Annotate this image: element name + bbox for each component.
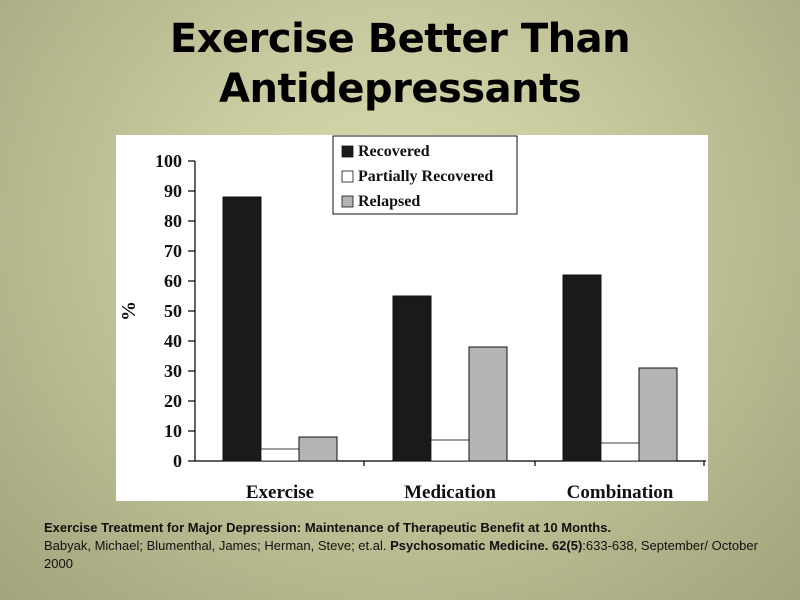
y-tick-label: 90 [164, 181, 182, 201]
y-tick-label: 0 [173, 451, 182, 471]
legend-label: Recovered [358, 143, 430, 160]
citation-authors: Babyak, Michael; Blumenthal, James; Herm… [44, 538, 391, 553]
bar-partially-recovered-exercise [260, 448, 300, 462]
bar-relapsed-exercise [298, 436, 338, 462]
y-tick-label: 40 [164, 331, 182, 351]
slide-title-line-2: Antidepressants [218, 66, 582, 112]
bar-relapsed-medication [468, 346, 508, 462]
y-tick-label: 80 [164, 211, 182, 231]
legend-label: Relapsed [358, 193, 420, 210]
slide-title: Exercise Better Than Antidepressants [0, 14, 800, 114]
bar-recovered-medication [392, 295, 432, 462]
citation: Exercise Treatment for Major Depression:… [44, 519, 784, 573]
bar-chart: 0 10 20 30 40 50 60 70 80 90 100% Exercise Medicatio… [118, 135, 706, 501]
chart-legend: Recovered Partially Recovered Relapsed [332, 135, 518, 215]
citation-title: Exercise Treatment for Major Depression:… [44, 520, 612, 535]
legend-box [332, 135, 518, 215]
bar-partially-recovered-medication [430, 439, 470, 462]
y-tick-label: 100 [155, 151, 182, 171]
x-tick-label: Medication [404, 482, 496, 501]
chart-panel: 0 10 20 30 40 50 60 70 80 90 100% Exercise Medicatio… [116, 135, 708, 501]
slide-title-line-1: Exercise Better Than [169, 16, 631, 62]
x-tick-label: Exercise [246, 482, 314, 501]
bar-recovered-exercise [222, 196, 262, 462]
y-tick-label: 60 [164, 271, 182, 291]
legend-swatch [341, 170, 354, 183]
citation-pages-date: :633-638, September/ October 2000 [44, 538, 758, 571]
y-tick-label: 30 [164, 361, 182, 381]
legend-swatch [341, 145, 354, 158]
legend-swatch [341, 195, 354, 208]
y-tick-label: 10 [164, 421, 182, 441]
bar-relapsed-combination [638, 367, 678, 462]
y-tick-label: 20 [164, 391, 182, 411]
citation-journal: Psychosomatic Medicine. 62(5) [390, 538, 583, 553]
chart-axes: 0 10 20 30 40 50 60 70 80 90 100% Exercise Medicatio… [118, 151, 706, 501]
y-tick-label: 70 [164, 241, 182, 261]
y-tick-label: 50 [164, 301, 182, 321]
legend-label: Partially Recovered [358, 168, 493, 185]
bar-recovered-combination [562, 274, 602, 462]
y-axis-label: % [118, 301, 140, 321]
bar-partially-recovered-combination [600, 442, 640, 462]
chart-bars [222, 196, 678, 462]
x-tick-label: Combination [567, 482, 674, 501]
